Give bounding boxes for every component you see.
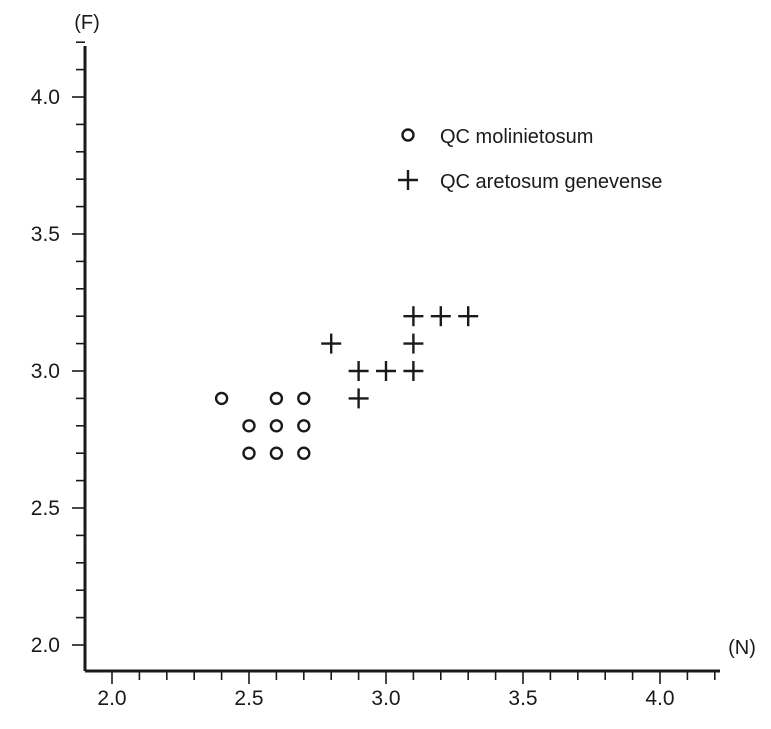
- legend-marker-circle: [401, 128, 415, 142]
- y-tick-label: 2.5: [31, 497, 60, 520]
- y-tick-label: 2.0: [31, 634, 60, 657]
- data-point-molinietosum: [242, 446, 256, 460]
- legend-label-series-2: QC aretosum genevense: [440, 171, 662, 193]
- data-point-aretosum-genevense: [403, 361, 424, 381]
- x-tick-label: 3.0: [371, 687, 400, 710]
- x-tick-label: 4.0: [645, 687, 674, 710]
- data-point-aretosum-genevense: [430, 306, 451, 327]
- y-tick-label: 3.0: [31, 360, 60, 383]
- axes: [83, 46, 720, 673]
- data-points: [214, 306, 479, 460]
- data-point-aretosum-genevense: [348, 361, 369, 381]
- data-point-molinietosum: [242, 419, 256, 433]
- data-point-molinietosum: [297, 419, 311, 433]
- data-point-aretosum-genevense: [348, 388, 369, 409]
- x-tick-label: 3.5: [508, 687, 537, 710]
- y-tick-label: 4.0: [31, 86, 60, 109]
- legend: [398, 128, 418, 190]
- ticks: 2.0 2.5 3.0 3.5 4.0 2.0 2.5 3.0 3.5 4.0: [31, 41, 716, 710]
- legend-marker-plus: [398, 170, 418, 190]
- data-point-aretosum-genevense: [403, 333, 424, 354]
- data-point-aretosum-genevense: [403, 306, 424, 327]
- y-tick-label: 3.5: [31, 223, 60, 246]
- data-point-molinietosum: [269, 419, 284, 433]
- data-point-molinietosum: [297, 446, 311, 460]
- data-point-aretosum-genevense: [458, 306, 479, 327]
- x-axis-label: (N): [728, 637, 756, 659]
- data-point-molinietosum: [297, 391, 311, 406]
- legend-label-series-1: QC molinietosum: [440, 126, 593, 148]
- y-axis-label: (F): [74, 12, 100, 34]
- x-tick-label: 2.5: [234, 687, 263, 710]
- data-point-molinietosum: [269, 391, 284, 406]
- data-point-aretosum-genevense: [376, 361, 396, 381]
- data-point-aretosum-genevense: [321, 333, 342, 354]
- data-point-molinietosum: [214, 391, 229, 406]
- x-tick-label: 2.0: [97, 687, 126, 710]
- data-point-molinietosum: [269, 446, 284, 460]
